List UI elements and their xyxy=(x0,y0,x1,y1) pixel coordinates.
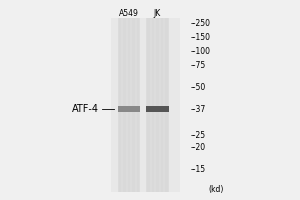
Text: A549: A549 xyxy=(119,9,139,18)
Bar xyxy=(123,18,126,192)
Text: --50: --50 xyxy=(190,83,206,92)
Bar xyxy=(156,18,159,192)
Bar xyxy=(118,18,140,192)
Bar xyxy=(146,106,169,112)
Bar xyxy=(119,18,121,192)
Text: --20: --20 xyxy=(190,142,206,152)
Text: --75: --75 xyxy=(190,62,206,71)
Text: --150: --150 xyxy=(190,33,211,43)
Bar xyxy=(128,18,130,192)
Bar xyxy=(147,18,150,192)
Text: JK: JK xyxy=(154,9,161,18)
Bar xyxy=(152,18,154,192)
Bar xyxy=(165,18,168,192)
Bar xyxy=(132,18,135,192)
Text: ATF-4: ATF-4 xyxy=(72,104,99,114)
Text: --15: --15 xyxy=(190,164,206,173)
Text: --100: --100 xyxy=(190,47,211,56)
Bar xyxy=(118,106,140,112)
Bar xyxy=(146,18,169,192)
Bar xyxy=(161,18,163,192)
Text: (kd): (kd) xyxy=(208,185,224,194)
Text: --25: --25 xyxy=(190,132,206,140)
Bar xyxy=(137,18,139,192)
Text: --250: --250 xyxy=(190,19,211,27)
Bar xyxy=(111,18,180,192)
Text: --37: --37 xyxy=(190,104,206,114)
